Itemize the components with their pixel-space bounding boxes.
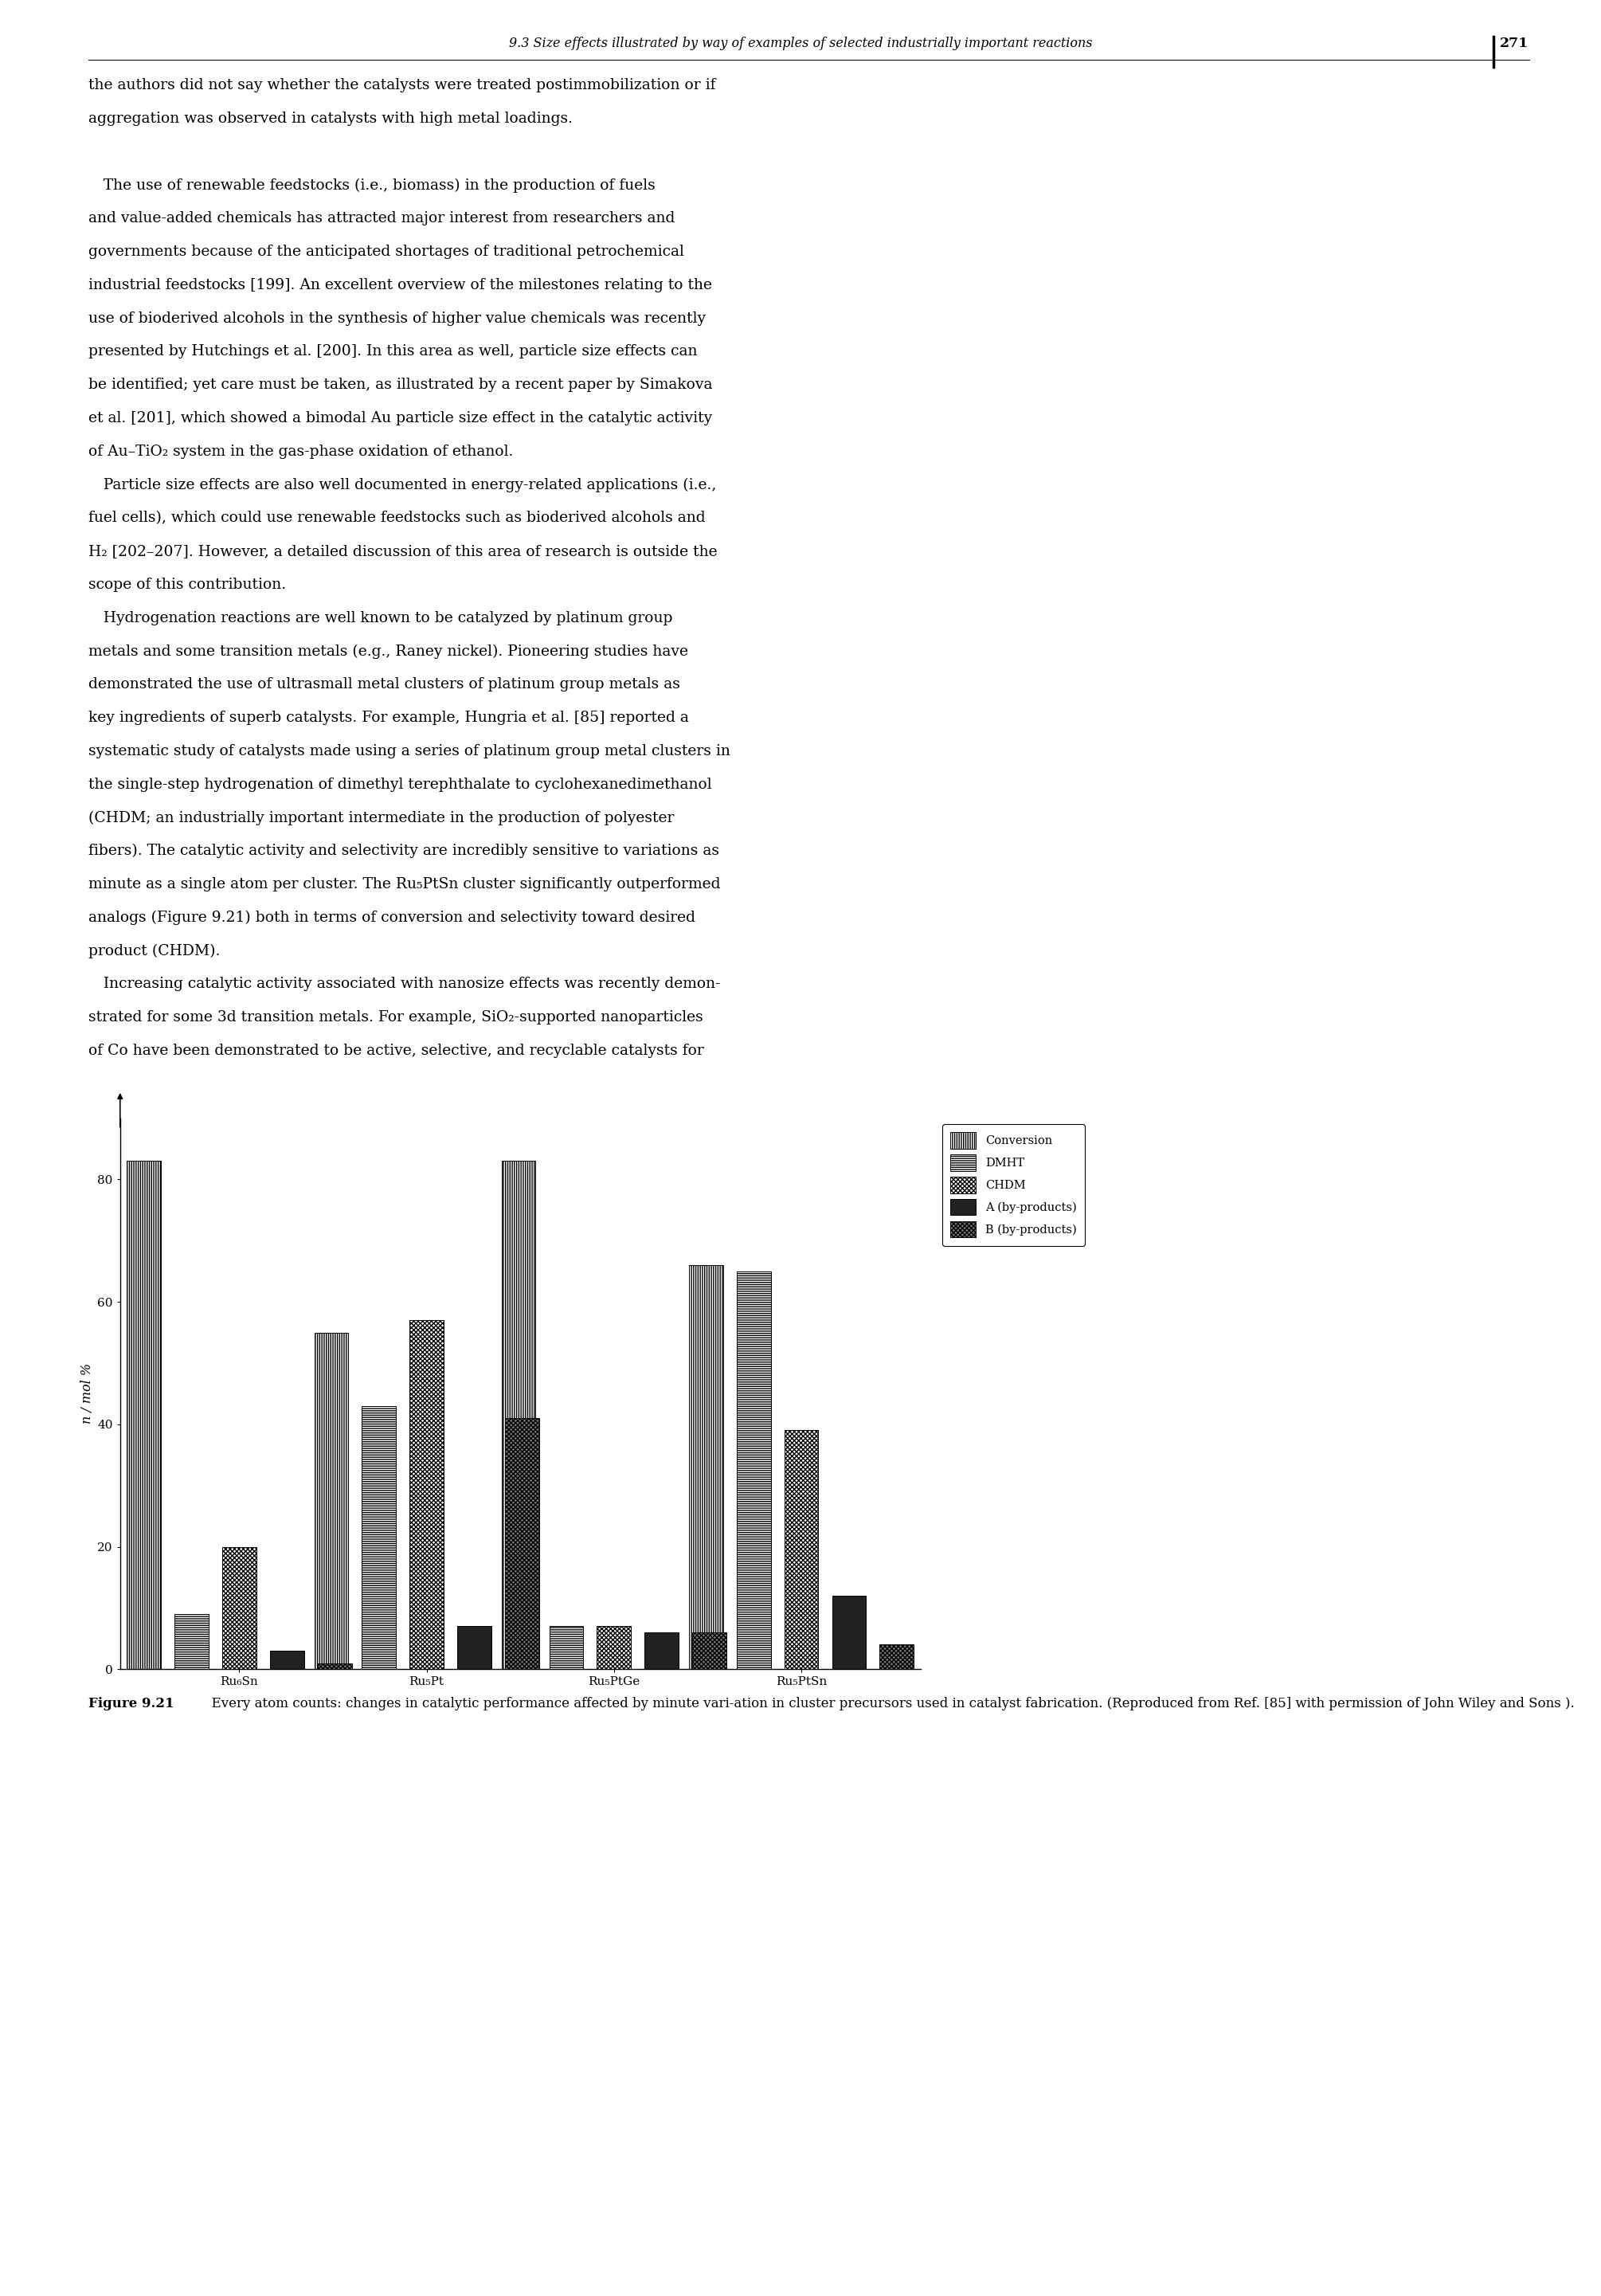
Text: presented by Hutchings et al. [200]. In this area as well, particle size effects: presented by Hutchings et al. [200]. In … xyxy=(88,344,696,358)
Bar xyxy=(597,1626,631,1669)
Text: Every atom counts: changes in catalytic performance affected by minute vari-atio: Every atom counts: changes in catalytic … xyxy=(203,1697,1575,1711)
Text: et al. [201], which showed a bimodal Au particle size effect in the catalytic ac: et al. [201], which showed a bimodal Au … xyxy=(88,411,712,425)
Bar xyxy=(410,1320,443,1669)
Text: fibers). The catalytic activity and selectivity are incredibly sensitive to vari: fibers). The catalytic activity and sele… xyxy=(88,843,719,859)
Bar xyxy=(736,1272,770,1669)
Bar xyxy=(126,1162,162,1669)
Text: use of bioderived alcohols in the synthesis of higher value chemicals was recent: use of bioderived alcohols in the synthe… xyxy=(88,310,706,326)
Text: product (CHDM).: product (CHDM). xyxy=(88,944,219,957)
Text: the single-step hydrogenation of dimethyl terephthalate to cyclohexanedimethanol: the single-step hydrogenation of dimethy… xyxy=(88,776,711,792)
Bar xyxy=(504,1419,540,1669)
Bar xyxy=(314,1332,349,1669)
Bar xyxy=(879,1644,914,1669)
Bar xyxy=(458,1626,492,1669)
Text: H₂ [202–207]. However, a detailed discussion of this area of research is outside: H₂ [202–207]. However, a detailed discus… xyxy=(88,544,717,558)
Text: 271: 271 xyxy=(1500,37,1529,51)
Text: (CHDM; an industrially important intermediate in the production of polyester: (CHDM; an industrially important interme… xyxy=(88,810,674,824)
Text: Particle size effects are also well documented in energy-related applications (i: Particle size effects are also well docu… xyxy=(88,478,716,491)
Y-axis label: n / mol %: n / mol % xyxy=(80,1364,94,1424)
Text: Hydrogenation reactions are well known to be catalyzed by platinum group: Hydrogenation reactions are well known t… xyxy=(88,611,672,625)
Text: the authors did not say whether the catalysts were treated postimmobilization or: the authors did not say whether the cata… xyxy=(88,78,716,92)
Text: The use of renewable feedstocks (i.e., biomass) in the production of fuels: The use of renewable feedstocks (i.e., b… xyxy=(88,177,655,193)
Text: systematic study of catalysts made using a series of platinum group metal cluste: systematic study of catalysts made using… xyxy=(88,744,730,758)
Text: of Au–TiO₂ system in the gas-phase oxidation of ethanol.: of Au–TiO₂ system in the gas-phase oxida… xyxy=(88,443,512,459)
Text: key ingredients of superb catalysts. For example, Hungria et al. [85] reported a: key ingredients of superb catalysts. For… xyxy=(88,709,688,726)
Text: minute as a single atom per cluster. The Ru₅PtSn cluster significantly outperfor: minute as a single atom per cluster. The… xyxy=(88,877,720,891)
Bar xyxy=(223,1548,256,1669)
Bar xyxy=(833,1596,866,1669)
Text: industrial feedstocks [199]. An excellent overview of the milestones relating to: industrial feedstocks [199]. An excellen… xyxy=(88,278,712,292)
Text: 9.3 Size effects illustrated by way of examples of selected industrially importa: 9.3 Size effects illustrated by way of e… xyxy=(509,37,1092,51)
Text: and value-added chemicals has attracted major interest from researchers and: and value-added chemicals has attracted … xyxy=(88,211,674,225)
Bar xyxy=(645,1632,679,1669)
Bar xyxy=(688,1265,724,1669)
Text: of Co have been demonstrated to be active, selective, and recyclable catalysts f: of Co have been demonstrated to be activ… xyxy=(88,1042,703,1058)
Bar xyxy=(175,1614,208,1669)
Text: analogs (Figure 9.21) both in terms of conversion and selectivity toward desired: analogs (Figure 9.21) both in terms of c… xyxy=(88,909,695,925)
Text: scope of this contribution.: scope of this contribution. xyxy=(88,576,285,592)
Text: Increasing catalytic activity associated with nanosize effects was recently demo: Increasing catalytic activity associated… xyxy=(88,976,720,992)
Text: aggregation was observed in catalysts with high metal loadings.: aggregation was observed in catalysts wi… xyxy=(88,113,572,126)
Text: be identified; yet care must be taken, as illustrated by a recent paper by Simak: be identified; yet care must be taken, a… xyxy=(88,377,712,393)
Bar xyxy=(317,1662,352,1669)
Legend: Conversion, DMHT, CHDM, A (by-products), B (by-products): Conversion, DMHT, CHDM, A (by-products),… xyxy=(943,1125,1085,1247)
Bar xyxy=(362,1405,395,1669)
Text: governments because of the anticipated shortages of traditional petrochemical: governments because of the anticipated s… xyxy=(88,243,684,259)
Text: Figure 9.21: Figure 9.21 xyxy=(88,1697,173,1711)
Bar xyxy=(271,1651,304,1669)
Text: demonstrated the use of ultrasmall metal clusters of platinum group metals as: demonstrated the use of ultrasmall metal… xyxy=(88,677,680,691)
Text: strated for some 3d transition metals. For example, SiO₂-supported nanoparticles: strated for some 3d transition metals. F… xyxy=(88,1010,703,1024)
Bar xyxy=(501,1162,536,1669)
Text: metals and some transition metals (e.g., Raney nickel). Pioneering studies have: metals and some transition metals (e.g.,… xyxy=(88,643,688,659)
Text: fuel cells), which could use renewable feedstocks such as bioderived alcohols an: fuel cells), which could use renewable f… xyxy=(88,510,704,526)
Bar xyxy=(692,1632,727,1669)
Bar xyxy=(549,1626,583,1669)
Bar xyxy=(784,1430,818,1669)
